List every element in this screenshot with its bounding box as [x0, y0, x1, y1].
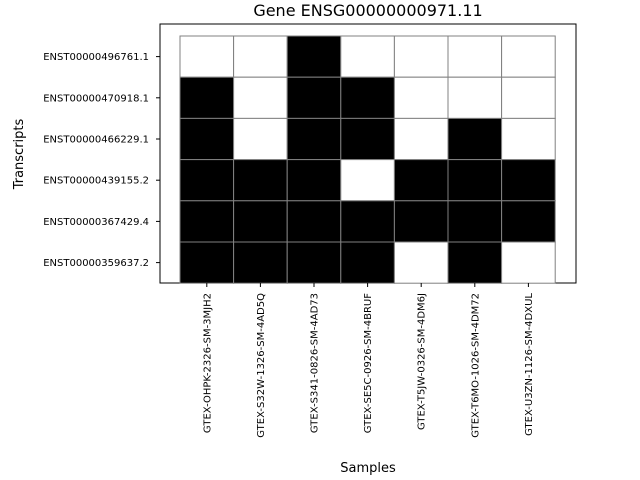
- x-tick-label: GTEX-SE5C-0926-SM-4BRUF: [363, 293, 374, 434]
- heatmap-cells: [179, 35, 556, 284]
- heatmap-cell-r0-c0: [179, 35, 235, 78]
- heatmap-cell-r3-c0: [179, 159, 235, 202]
- x-tick-label: GTEX-T6MO-1026-SM-4DM72: [470, 293, 481, 438]
- heatmap-cell-r5-c2: [286, 241, 342, 284]
- heatmap-cell-r0-c1: [233, 35, 288, 78]
- heatmap-cell-r0-c3: [340, 35, 395, 78]
- y-tick-label: ENST00000367429.4: [43, 217, 149, 228]
- heatmap-cell-r3-c5: [447, 159, 503, 202]
- y-tick-label: ENST00000439155.2: [43, 176, 149, 187]
- heatmap-cell-r0-c4: [393, 35, 449, 78]
- heatmap-cell-r2-c1: [233, 117, 288, 161]
- y-axis-label: Transcripts: [12, 118, 27, 190]
- heatmap-cell-r2-c4: [393, 117, 449, 161]
- heatmap-cell-r4-c4: [393, 200, 449, 243]
- heatmap-cell-r2-c5: [447, 117, 503, 161]
- heatmap-cell-r2-c6: [501, 117, 556, 161]
- heatmap-cell-r0-c2: [286, 35, 342, 78]
- heatmap-cell-r3-c1: [233, 159, 288, 202]
- x-tick-label: GTEX-S341-0826-SM-4AD73: [310, 293, 321, 433]
- x-tick-label: GTEX-U3ZN-1126-SM-4DXUL: [524, 293, 535, 436]
- heatmap-cell-r1-c3: [340, 76, 395, 119]
- heatmap-cell-r0-c6: [501, 35, 556, 78]
- heatmap-cell-r5-c4: [393, 241, 449, 284]
- heatmap-cell-r5-c5: [447, 241, 503, 284]
- heatmap-cell-r5-c3: [340, 241, 395, 284]
- heatmap-cell-r4-c0: [179, 200, 235, 243]
- x-tick-label: GTEX-T5JW-0326-SM-4DM6J: [417, 293, 428, 430]
- x-axis-label: Samples: [340, 461, 396, 476]
- heatmap-cell-r3-c4: [393, 159, 449, 202]
- x-tick-label: GTEX-OHPK-2326-SM-3MJH2: [202, 293, 213, 433]
- heatmap-cell-r2-c3: [340, 117, 395, 161]
- heatmap-cell-r0-c5: [447, 35, 503, 78]
- heatmap-cell-r4-c3: [340, 200, 395, 243]
- y-tick-label: ENST00000496761.1: [43, 52, 149, 63]
- heatmap-cell-r4-c5: [447, 200, 503, 243]
- heatmap-cell-r1-c1: [233, 76, 288, 119]
- heatmap-cell-r5-c6: [501, 241, 556, 284]
- heatmap-cell-r5-c0: [179, 241, 235, 284]
- heatmap-cell-r1-c6: [501, 76, 556, 119]
- heatmap-cell-r5-c1: [233, 241, 288, 284]
- y-tick-label: ENST00000466229.1: [43, 135, 149, 146]
- heatmap-cell-r1-c5: [447, 76, 503, 119]
- heatmap-cell-r3-c2: [286, 159, 342, 202]
- y-axis-ticks: ENST00000496761.1 ENST00000470918.1 ENST00…: [43, 52, 160, 269]
- heatmap-cell-r1-c4: [393, 76, 449, 119]
- y-tick-label: ENST00000359637.2: [43, 258, 149, 269]
- heatmap-cell-r1-c0: [179, 76, 235, 119]
- heatmap-cell-r4-c2: [286, 200, 342, 243]
- heatmap-cell-r2-c2: [286, 117, 342, 161]
- heatmap-cell-r1-c2: [286, 76, 342, 119]
- y-tick-label: ENST00000470918.1: [43, 93, 149, 104]
- heatmap-cell-r4-c1: [233, 200, 288, 243]
- x-tick-label: GTEX-S32W-1326-SM-4AD5Q: [256, 293, 267, 438]
- heatmap-cell-r2-c0: [179, 117, 235, 161]
- heatmap-cell-r3-c3: [340, 159, 395, 202]
- x-axis-ticks: GTEX-OHPK-2326-SM-3MJH2 GTEX-S32W-1326-SM…: [202, 283, 535, 438]
- chart-title: Gene ENSG00000000971.11: [253, 1, 482, 20]
- heatmap-cell-r4-c6: [501, 200, 556, 243]
- heatmap-cell-r3-c6: [501, 159, 556, 202]
